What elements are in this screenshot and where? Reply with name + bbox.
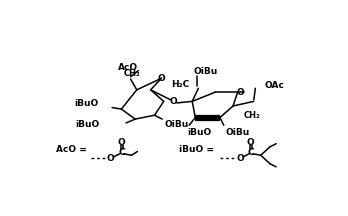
Text: OiBu: OiBu	[225, 128, 250, 137]
Text: iBuO: iBuO	[187, 128, 211, 137]
Text: O: O	[158, 74, 165, 83]
Text: O: O	[170, 97, 177, 106]
Text: O: O	[247, 138, 255, 147]
Text: OAc: OAc	[264, 81, 284, 91]
Text: AcO =: AcO =	[56, 145, 87, 154]
Text: H₂C: H₂C	[171, 80, 189, 89]
Text: C: C	[118, 148, 125, 157]
Text: CH₂: CH₂	[244, 111, 261, 120]
Text: CH₂: CH₂	[124, 69, 141, 78]
Text: O: O	[107, 154, 114, 163]
Text: OiBu: OiBu	[165, 120, 189, 129]
Text: iBuO: iBuO	[74, 99, 98, 108]
Text: iBuO =: iBuO =	[179, 145, 214, 154]
Text: O: O	[237, 88, 245, 97]
Text: AcO: AcO	[118, 63, 137, 72]
Text: OiBu: OiBu	[194, 67, 218, 76]
Text: O: O	[236, 154, 244, 163]
Text: iBuO: iBuO	[76, 120, 100, 129]
Text: O: O	[118, 138, 125, 147]
Text: C: C	[247, 148, 254, 157]
